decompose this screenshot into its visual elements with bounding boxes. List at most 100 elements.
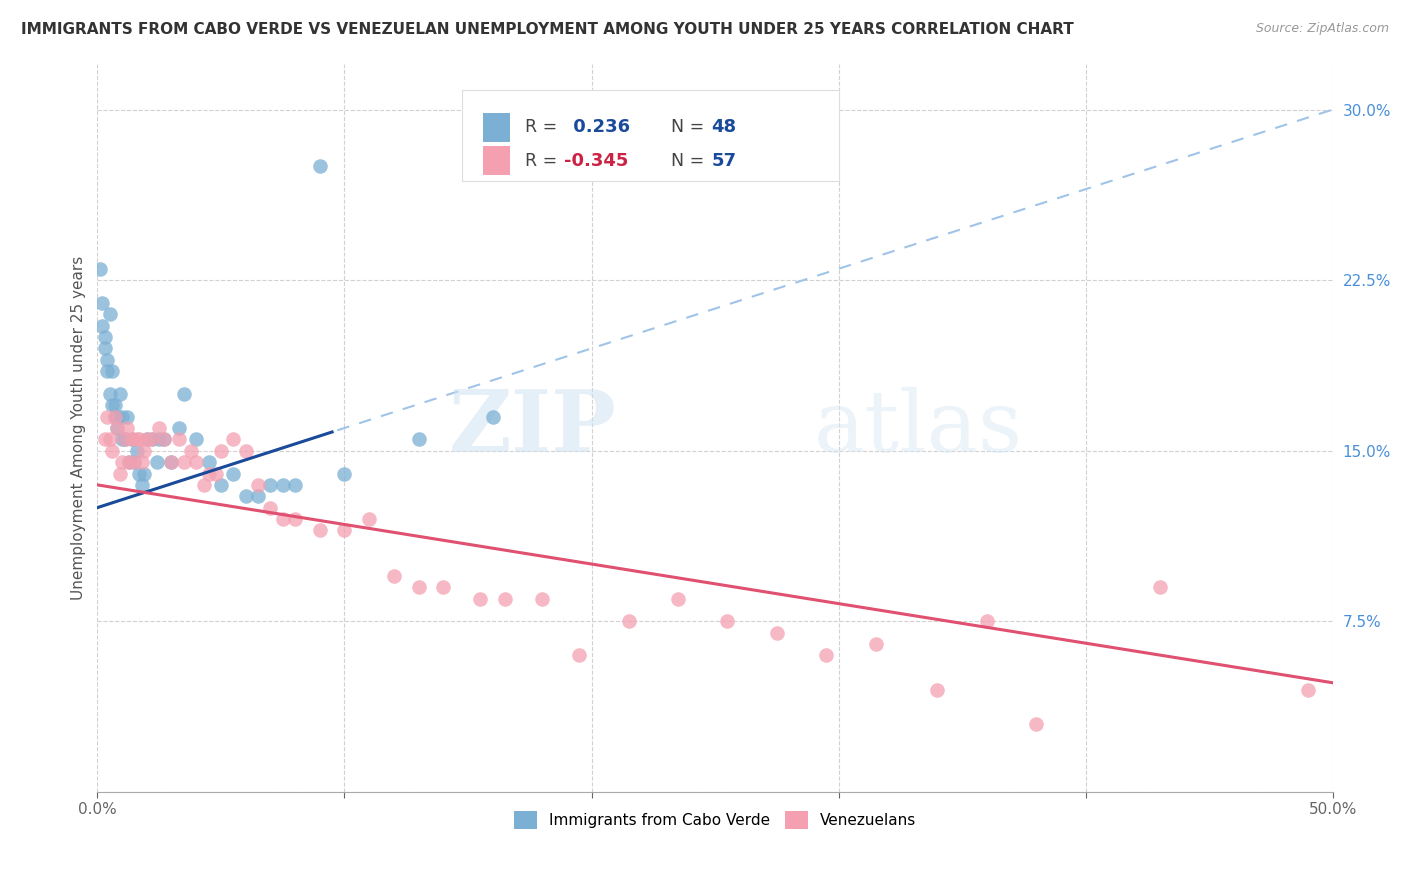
Y-axis label: Unemployment Among Youth under 25 years: Unemployment Among Youth under 25 years: [72, 256, 86, 600]
Point: [531, 591, 554, 606]
Point: [98, 307, 121, 321]
Point: [865, 637, 887, 651]
Point: [333, 524, 356, 538]
Point: [186, 455, 208, 469]
Point: [494, 591, 516, 606]
Point: [408, 433, 430, 447]
Point: [333, 467, 356, 481]
Point: [148, 433, 170, 447]
Point: [359, 512, 381, 526]
Legend: Immigrants from Cabo Verde, Venezuelans: Immigrants from Cabo Verde, Venezuelans: [508, 805, 922, 835]
Point: [284, 512, 307, 526]
Point: [134, 467, 156, 481]
Text: -0.345: -0.345: [564, 152, 628, 169]
Point: [111, 455, 134, 469]
Point: [259, 478, 281, 492]
Point: [104, 409, 127, 424]
Point: [180, 443, 202, 458]
FancyBboxPatch shape: [482, 146, 510, 176]
Point: [94, 330, 117, 344]
Point: [235, 443, 257, 458]
Point: [125, 433, 148, 447]
Point: [134, 443, 156, 458]
Point: [222, 433, 245, 447]
Point: [131, 455, 153, 469]
Point: [115, 409, 138, 424]
Point: [209, 478, 232, 492]
Text: R =: R =: [524, 152, 562, 169]
Point: [128, 433, 150, 447]
Point: [186, 433, 208, 447]
Point: [197, 467, 219, 481]
Text: N =: N =: [671, 152, 710, 169]
Text: R =: R =: [524, 119, 562, 136]
Point: [568, 648, 591, 663]
Point: [173, 387, 195, 401]
Point: [124, 455, 146, 469]
Point: [408, 580, 430, 594]
Text: IMMIGRANTS FROM CABO VERDE VS VENEZUELAN UNEMPLOYMENT AMONG YOUTH UNDER 25 YEARS: IMMIGRANTS FROM CABO VERDE VS VENEZUELAN…: [21, 22, 1074, 37]
FancyBboxPatch shape: [482, 112, 510, 142]
Point: [1025, 716, 1047, 731]
Point: [141, 433, 163, 447]
Point: [91, 318, 114, 333]
Point: [118, 455, 141, 469]
Point: [382, 569, 405, 583]
Point: [111, 433, 134, 447]
Point: [284, 478, 307, 492]
Text: Source: ZipAtlas.com: Source: ZipAtlas.com: [1256, 22, 1389, 36]
Point: [94, 433, 117, 447]
Point: [222, 467, 245, 481]
Text: 57: 57: [711, 152, 737, 169]
Point: [91, 296, 114, 310]
Point: [259, 500, 281, 515]
Point: [235, 489, 257, 503]
Point: [246, 478, 269, 492]
Text: atlas: atlas: [814, 386, 1024, 469]
Point: [167, 433, 190, 447]
Point: [114, 433, 136, 447]
Point: [153, 433, 176, 447]
Text: 48: 48: [711, 119, 737, 136]
Text: ZIP: ZIP: [449, 386, 616, 470]
Point: [145, 455, 167, 469]
Point: [976, 615, 998, 629]
Point: [271, 512, 294, 526]
Point: [105, 421, 128, 435]
Point: [271, 478, 294, 492]
Point: [115, 421, 138, 435]
Point: [118, 455, 141, 469]
Point: [308, 160, 330, 174]
Point: [98, 433, 121, 447]
Point: [105, 409, 128, 424]
Point: [153, 433, 176, 447]
Point: [167, 421, 190, 435]
Point: [131, 478, 153, 492]
Point: [121, 433, 143, 447]
Point: [308, 524, 330, 538]
Point: [101, 364, 124, 378]
Point: [128, 467, 150, 481]
Point: [96, 352, 118, 367]
Point: [89, 261, 111, 276]
Point: [125, 443, 148, 458]
Point: [666, 591, 689, 606]
Point: [1296, 682, 1319, 697]
Point: [114, 433, 136, 447]
Point: [766, 625, 789, 640]
Point: [96, 364, 118, 378]
Point: [246, 489, 269, 503]
Point: [104, 409, 127, 424]
Point: [815, 648, 838, 663]
Text: 0.236: 0.236: [567, 119, 630, 136]
Point: [173, 455, 195, 469]
Point: [104, 398, 127, 412]
Point: [135, 433, 157, 447]
Point: [94, 342, 117, 356]
Point: [108, 387, 131, 401]
Point: [617, 615, 640, 629]
Point: [716, 615, 738, 629]
Point: [205, 467, 228, 481]
Point: [432, 580, 454, 594]
Point: [121, 433, 143, 447]
